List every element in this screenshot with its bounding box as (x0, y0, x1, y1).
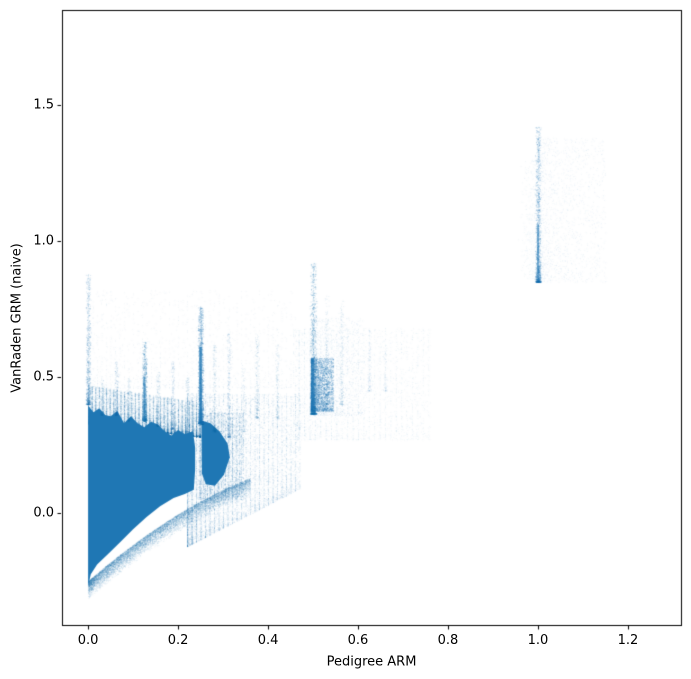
y-axis-title: VanRaden GRM (naive) (9, 242, 25, 393)
x-tick-label: 0.4 (257, 633, 279, 648)
x-tick-label: 0.6 (347, 633, 369, 648)
x-axis-title: Pedigree ARM (326, 654, 417, 670)
y-tick-label: 1.0 (33, 233, 54, 249)
x-tick-label: 1.0 (527, 633, 549, 648)
x-tick-label: 1.2 (617, 633, 639, 648)
y-tick-label: 0.0 (33, 505, 54, 521)
y-tick-label: 1.5 (33, 97, 54, 113)
x-tick-label: 0.2 (167, 633, 189, 648)
x-tick-label: 0.0 (77, 633, 99, 648)
x-tick-label: 0.8 (437, 633, 459, 648)
y-tick-label: 0.5 (33, 369, 54, 385)
